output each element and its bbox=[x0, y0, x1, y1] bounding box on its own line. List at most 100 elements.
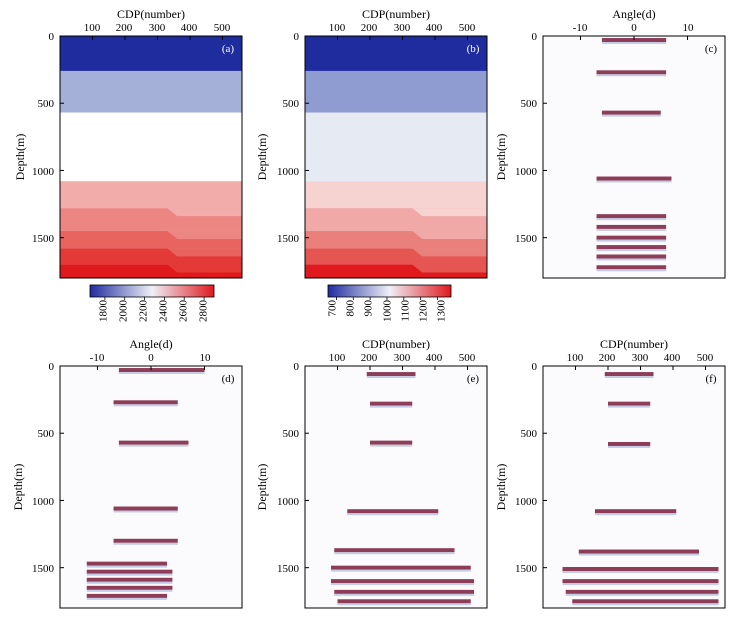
x-tick-label: 500 bbox=[459, 352, 476, 364]
colorbar-tick-label: 800 bbox=[345, 300, 357, 317]
y-axis-label: Depth(m) bbox=[494, 134, 508, 181]
y-tick-label: 0 bbox=[532, 31, 538, 43]
axis-ticks-d bbox=[60, 365, 206, 569]
colorbar-gradient bbox=[89, 284, 215, 298]
panel-label: (e) bbox=[467, 373, 480, 385]
y-tick-label: 1500 bbox=[515, 563, 538, 575]
reflection-event bbox=[118, 368, 205, 373]
fault-offset bbox=[167, 230, 242, 239]
x-tick-label: 200 bbox=[361, 352, 378, 364]
y-tick-label: 0 bbox=[294, 31, 300, 43]
reflection-event-sidelobe bbox=[334, 593, 474, 596]
reflection-event-sidelobe bbox=[370, 405, 413, 408]
panel-label: (f) bbox=[706, 373, 717, 385]
y-axis-label: Depth(m) bbox=[13, 134, 27, 181]
y-tick-labels-d: 0 500 1000 1500 bbox=[32, 361, 55, 575]
reflection-event bbox=[86, 569, 173, 574]
reflection-event bbox=[370, 440, 413, 445]
reflection-event-sidelobe bbox=[334, 552, 455, 555]
reflection-event-sidelobe bbox=[572, 603, 719, 606]
reflection-event-sidelobe bbox=[596, 228, 667, 231]
y-tick-label: 500 bbox=[283, 98, 300, 110]
reflection-event-sidelobe bbox=[331, 569, 471, 572]
x-tick-label: 400 bbox=[664, 352, 681, 364]
x-axis-label: Angle(d) bbox=[612, 7, 655, 21]
velocity-layer bbox=[60, 181, 242, 209]
reflection-event-sidelobe bbox=[337, 603, 471, 606]
panel-d: Angle(d) -10 0 10 0 500 1000 1500 Depth(… bbox=[11, 337, 243, 609]
colorbar-tick-label: 2600 bbox=[178, 300, 190, 323]
x-tick-labels-f: 100 200 300 400 500 bbox=[567, 352, 714, 364]
x-tick-label: 200 bbox=[361, 22, 378, 34]
fault-offset bbox=[167, 208, 242, 217]
reflection-event bbox=[562, 567, 719, 572]
reflection-event-sidelobe bbox=[596, 249, 667, 252]
panel-label: (d) bbox=[222, 373, 235, 385]
reflection-event bbox=[331, 579, 474, 584]
reflection-event-sidelobe bbox=[595, 513, 677, 516]
axis-ticks-f bbox=[543, 365, 706, 569]
reflection-event bbox=[596, 265, 667, 270]
fault-offset bbox=[412, 248, 487, 257]
x-axis-label: CDP(number) bbox=[362, 7, 430, 21]
panel-b: CDP(number) 100 200 300 400 500 0 500 10… bbox=[255, 7, 488, 322]
colorbar-a: 1800 2000 2200 2400 2600 2800 bbox=[89, 284, 215, 323]
reflection-event-sidelobe bbox=[601, 42, 667, 45]
y-tick-label: 0 bbox=[49, 31, 55, 43]
x-tick-label: 200 bbox=[599, 352, 616, 364]
x-tick-label: 500 bbox=[214, 22, 231, 34]
reflection-event bbox=[596, 214, 667, 219]
reflection-event-sidelobe bbox=[604, 376, 654, 379]
reflection-event-sidelobe bbox=[113, 542, 178, 545]
reflection-event bbox=[331, 565, 471, 570]
axis-ticks-c bbox=[543, 35, 689, 239]
reflection-event-sidelobe bbox=[596, 218, 667, 221]
reflection-event bbox=[562, 579, 719, 584]
reflection-event bbox=[86, 561, 168, 566]
y-axis-label: Depth(m) bbox=[255, 464, 269, 511]
reflection-event-sidelobe bbox=[118, 372, 205, 375]
x-tick-label: 300 bbox=[149, 22, 166, 34]
x-tick-label: 300 bbox=[394, 352, 411, 364]
fault-offset bbox=[412, 208, 487, 217]
reflection-event bbox=[113, 538, 178, 543]
reflection-events-c bbox=[596, 38, 672, 272]
reflection-event-sidelobe bbox=[596, 74, 667, 77]
panel-a: CDP(number) 100 200 300 400 500 0 500 10… bbox=[13, 7, 243, 323]
reflection-events-e bbox=[331, 372, 474, 606]
reflection-event-sidelobe bbox=[596, 239, 667, 242]
y-tick-labels-e: 0 500 1000 1500 bbox=[277, 361, 300, 575]
y-tick-label: 1000 bbox=[277, 166, 300, 178]
reflection-event-sidelobe bbox=[601, 114, 661, 117]
reflection-event bbox=[118, 440, 189, 445]
x-tick-label: -10 bbox=[573, 22, 588, 34]
velocity-layer bbox=[305, 70, 487, 113]
velocity-layers-b bbox=[305, 36, 487, 278]
y-tick-label: 1500 bbox=[32, 233, 55, 245]
axis-ticks-a bbox=[60, 35, 223, 239]
panel-frame-f bbox=[542, 365, 726, 609]
x-tick-label: 0 bbox=[148, 352, 154, 364]
reflection-event bbox=[596, 235, 667, 240]
reflection-event-sidelobe bbox=[578, 553, 699, 556]
colorbar-tick-label: 900 bbox=[363, 300, 375, 317]
y-tick-label: 1500 bbox=[515, 233, 538, 245]
x-tick-label: 10 bbox=[683, 22, 695, 34]
x-tick-label: 400 bbox=[426, 22, 443, 34]
velocity-layer bbox=[305, 36, 487, 71]
x-axis-label: CDP(number) bbox=[362, 337, 430, 351]
reflection-event bbox=[608, 441, 651, 446]
x-tick-label: 500 bbox=[459, 22, 476, 34]
x-tick-labels-c: -10 0 10 bbox=[573, 22, 694, 34]
y-tick-label: 500 bbox=[38, 428, 55, 440]
colorbar-tick-label: 2400 bbox=[158, 300, 170, 323]
panel-frame-e bbox=[304, 365, 488, 609]
colorbar-ticks-b bbox=[336, 297, 438, 300]
reflection-event-sidelobe bbox=[370, 444, 413, 447]
y-axis-label: Depth(m) bbox=[255, 134, 269, 181]
y-tick-labels-f: 0 500 1000 1500 bbox=[515, 361, 538, 575]
reflection-event-sidelobe bbox=[86, 573, 173, 576]
fault-offset bbox=[412, 264, 487, 273]
reflection-event bbox=[578, 549, 699, 554]
